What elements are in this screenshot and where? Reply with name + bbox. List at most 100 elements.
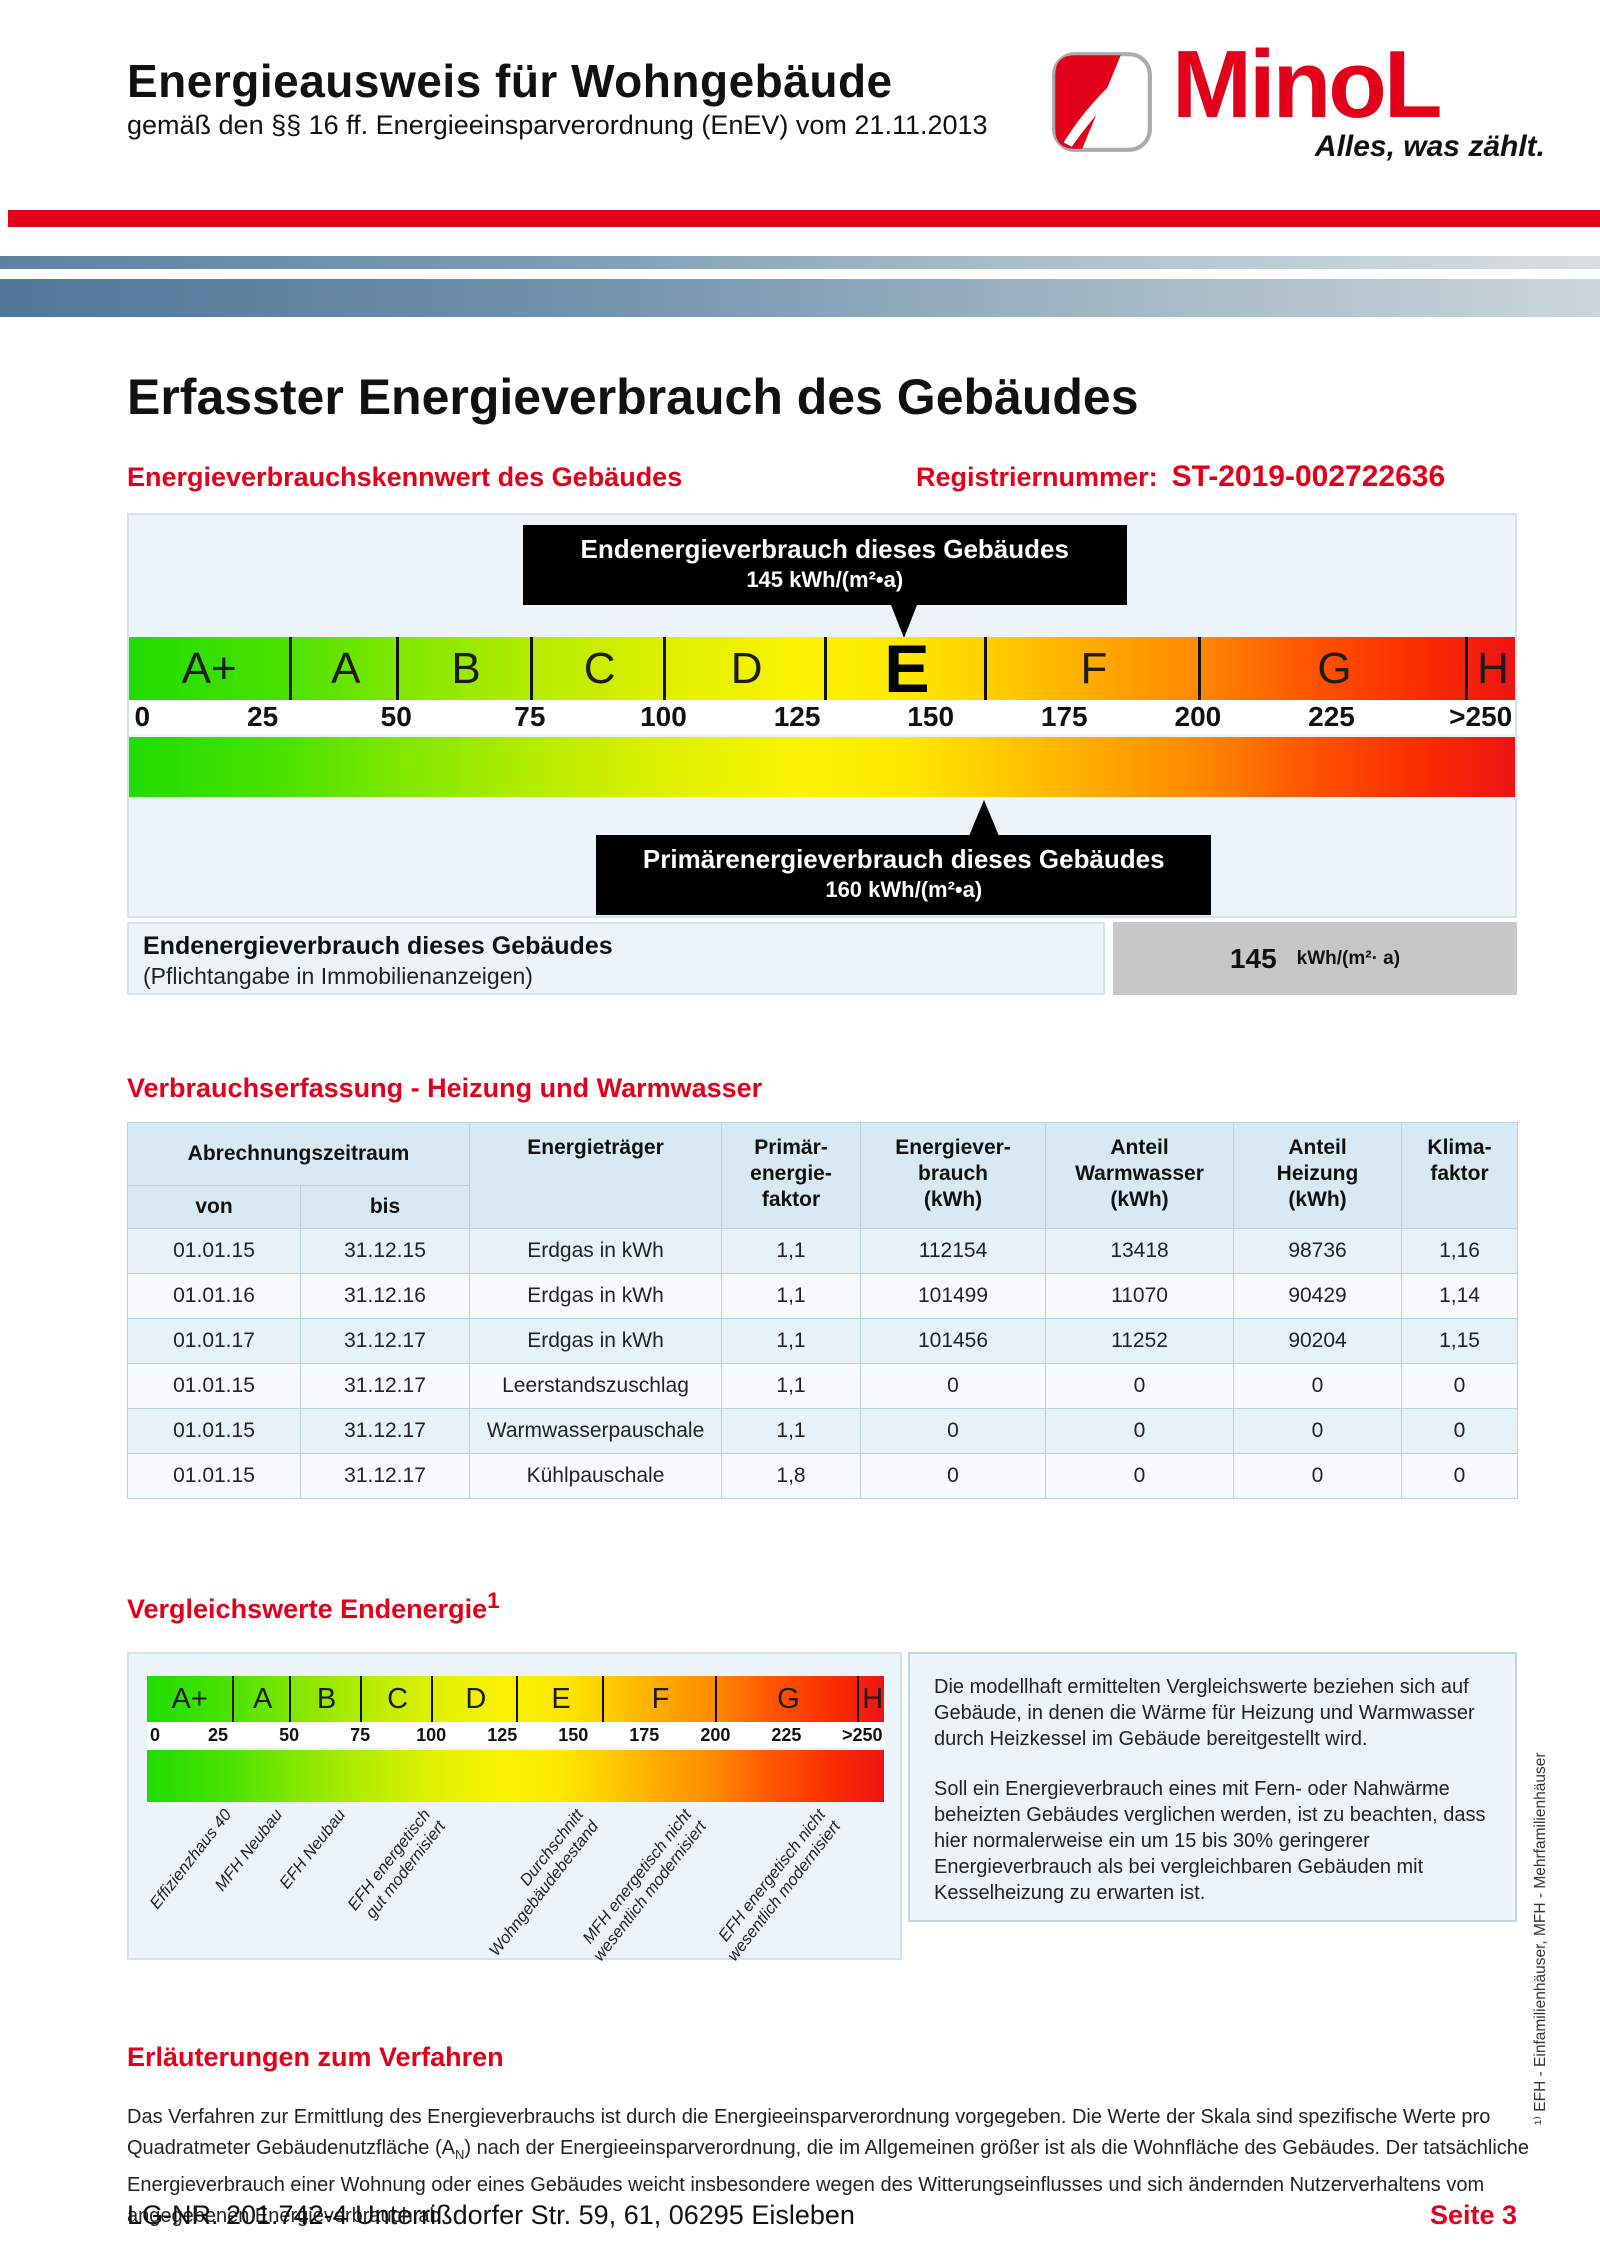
energy-class-F: F — [601, 1676, 718, 1722]
table-cell: Erdgas in kWh — [469, 1318, 723, 1364]
table-cell: 01.01.15 — [127, 1453, 301, 1499]
energy-class-letter: E — [884, 630, 930, 707]
col-header-von: von — [127, 1185, 301, 1229]
consumption-table: Abrechnungszeitraum Energieträger Primär… — [126, 1122, 1519, 1499]
footnote-sidebar: ¹⁾ EFH - Einfamilienhäuser, MFH - Mehrfa… — [1532, 1752, 1549, 2125]
table-cell: 11252 — [1045, 1318, 1235, 1364]
result-value-cell: 145 kWh/(m²· a) — [1113, 922, 1517, 995]
scale-tick-100: 100 — [640, 701, 687, 732]
energy-class-letter: D — [730, 643, 763, 693]
primary-energy-marker-arrow — [969, 800, 1000, 836]
footer-address: LG-NR. 201.742-4 Unterrißdorfer Str. 59,… — [127, 2200, 855, 2230]
table-cell: 31.12.15 — [299, 1228, 471, 1274]
table-cell: 0 — [1045, 1453, 1235, 1499]
energy-class-letter: A — [331, 643, 361, 693]
table-cell: Warmwasserpauschale — [469, 1408, 723, 1454]
table-cell: 01.01.15 — [127, 1228, 301, 1274]
table-row: 01.01.17 31.12.17 Erdgas in kWh 1,1 101456 11… — [127, 1318, 1519, 1364]
end-energy-result-row: Endenergieverbrauch dieses Gebäudes (Pfl… — [127, 922, 1517, 995]
energy-class-A+: A+ — [147, 1676, 232, 1722]
col-header-primaerenergiefaktor: Primär- energie- faktor — [721, 1122, 862, 1229]
comparison-scale-panel: A+ A B C D E F G H 0 25 50 75 100 125 150 175 200 225 >250… — [127, 1652, 902, 1965]
table-cell: 31.12.17 — [299, 1318, 471, 1364]
minol-logo-tagline: Alles, was zählt. — [1314, 130, 1545, 163]
comparison-scale-ticks: 0 25 50 75 100 125 150 175 200 225 >250 — [147, 1722, 884, 1748]
table-cell: 1,1 — [721, 1408, 862, 1454]
kennwert-label: Energieverbrauchskennwert des Gebäudes — [127, 462, 683, 492]
table-cell: 31.12.17 — [299, 1363, 471, 1409]
table-row: 01.01.15 31.12.17 Kühlpauschale 1,8 0 0 0 0 — [127, 1453, 1519, 1499]
consumption-table-body: 01.01.15 31.12.15 Erdgas in kWh 1,1 112154 13… — [127, 1228, 1519, 1499]
explanation-text-1: Das Verfahren zur Ermittlung des Energie… — [127, 2106, 1491, 2159]
scale-tick-75: 75 — [350, 1725, 371, 1745]
scale-tick-50: 50 — [279, 1725, 300, 1745]
energy-class-D: D — [663, 637, 826, 700]
energy-class-B: B — [396, 637, 533, 700]
table-cell: 0 — [860, 1408, 1047, 1454]
energy-class-G: G — [715, 1676, 859, 1722]
energy-class-A: A — [289, 637, 399, 700]
energy-class-letter: H — [1477, 643, 1509, 693]
comparison-section-heading: Vergleichswerte Endenergie1 — [127, 1588, 500, 1625]
scale-tick-50: 50 — [380, 701, 412, 732]
comparison-class-segments: A+ A B C D E F G H — [147, 1676, 884, 1722]
registry-label: Registriernummer: — [916, 462, 1158, 492]
consumption-table-header: Abrechnungszeitraum Energieträger Primär… — [126, 1122, 1519, 1229]
scale-tick-200: 200 — [700, 1725, 731, 1745]
end-energy-callout-value: 145 kWh/(m²•a) — [746, 567, 904, 592]
energy-class-B: B — [289, 1676, 362, 1722]
table-cell: 0 — [1233, 1363, 1403, 1409]
gradient-stripe-thin — [0, 256, 1600, 269]
table-cell: 0 — [1045, 1408, 1235, 1454]
energy-class-D: D — [431, 1676, 518, 1722]
energy-class-A+: A+ — [129, 637, 289, 700]
energy-class-H: H — [1465, 637, 1518, 700]
gradient-stripe-thick — [0, 279, 1600, 317]
red-divider-bar — [8, 210, 1600, 227]
scale-tick-125: 125 — [487, 1725, 518, 1745]
table-cell: 31.12.17 — [299, 1453, 471, 1499]
table-cell: 31.12.17 — [299, 1408, 471, 1454]
table-row: 01.01.15 31.12.17 Leerstandszuschlag 1,1 0 0 0… — [127, 1363, 1519, 1409]
comparison-gradient-bar — [147, 1750, 884, 1802]
result-label-cell: Endenergieverbrauch dieses Gebäudes (Pfl… — [127, 922, 1105, 995]
scale-tick-150: 150 — [558, 1725, 589, 1745]
table-cell: 0 — [860, 1363, 1047, 1409]
primary-energy-callout-title: Primärenergieverbrauch dieses Gebäudes — [642, 844, 1165, 874]
col-header-anteil-warmwasser: Anteil Warmwasser (kWh) — [1045, 1122, 1235, 1229]
comparison-heading-text: Vergleichswerte Endenergie — [127, 1594, 488, 1624]
scale-tick->250: >250 — [841, 1725, 883, 1745]
result-unit: kWh/(m²· a) — [1296, 947, 1401, 969]
scale-tick-175: 175 — [1040, 701, 1088, 732]
table-cell: Kühlpauschale — [469, 1453, 723, 1499]
scale-tick->250: >250 — [1449, 701, 1513, 732]
energy-class-letter: C — [387, 1682, 409, 1715]
energy-class-H: H — [857, 1676, 886, 1722]
primary-energy-callout-value: 160 kWh/(m²•a) — [825, 877, 983, 902]
col-header-anteil-heizung: Anteil Heizung (kWh) — [1233, 1122, 1403, 1229]
document-title: Energieausweis für Wohngebäude — [127, 55, 893, 107]
table-row: 01.01.15 31.12.17 Warmwasserpauschale 1,1 0 0… — [127, 1408, 1519, 1454]
table-cell: 01.01.16 — [127, 1273, 301, 1319]
scale-tick-175: 175 — [629, 1725, 660, 1745]
table-cell: 1,8 — [721, 1453, 862, 1499]
energy-class-letter: D — [465, 1682, 487, 1715]
energy-class-letter: F — [651, 1682, 670, 1715]
comparison-label: Effizienzhaus 40 — [146, 1806, 236, 1913]
minol-logo-icon — [1050, 50, 1154, 154]
consumption-section-heading: Verbrauchserfassung - Heizung und Warmwa… — [127, 1073, 763, 1103]
table-cell: 11070 — [1045, 1273, 1235, 1319]
scale-tick-0: 0 — [134, 701, 151, 732]
energy-class-C: C — [529, 637, 667, 700]
energy-class-E: E — [823, 630, 987, 707]
scale-tick-225: 225 — [771, 1725, 802, 1745]
scale-tick-225: 225 — [1308, 701, 1355, 732]
energy-class-letter: C — [583, 643, 616, 693]
minol-logo: MinoL Alles, was zählt. — [1050, 31, 1545, 172]
table-cell: 90204 — [1233, 1318, 1403, 1364]
energy-scale-ticks: 0 25 50 75 100 125 150 175 200 225 >250 — [129, 700, 1515, 734]
table-cell: 101499 — [860, 1273, 1047, 1319]
energy-class-letter: G — [777, 1682, 800, 1715]
table-cell: 1,1 — [721, 1228, 862, 1274]
